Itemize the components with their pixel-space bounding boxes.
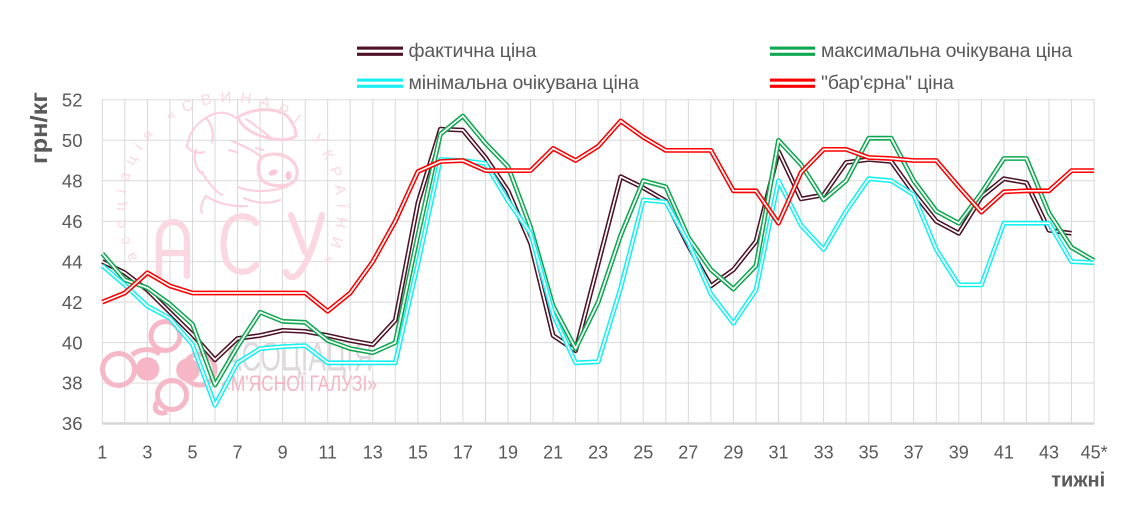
- svg-text:7: 7: [232, 443, 242, 463]
- svg-text:29: 29: [723, 443, 743, 463]
- svg-text:37: 37: [904, 443, 924, 463]
- svg-text:38: 38: [62, 373, 83, 394]
- svg-text:39: 39: [949, 443, 969, 463]
- svg-text:19: 19: [498, 443, 518, 463]
- svg-text:31: 31: [768, 443, 788, 463]
- svg-text:мінімальна очікувана ціна: мінімальна очікувана ціна: [409, 72, 640, 94]
- svg-text:9: 9: [278, 443, 288, 463]
- svg-text:фактична ціна: фактична ціна: [409, 40, 537, 62]
- svg-text:грн/кг: грн/кг: [26, 92, 52, 164]
- svg-text:52: 52: [62, 90, 83, 111]
- svg-text:15: 15: [408, 443, 428, 463]
- svg-text:43: 43: [1039, 443, 1059, 463]
- svg-text:17: 17: [453, 443, 473, 463]
- svg-text:44: 44: [62, 251, 83, 272]
- svg-text:3: 3: [142, 443, 152, 463]
- svg-text:42: 42: [62, 292, 83, 313]
- svg-text:13: 13: [363, 443, 383, 463]
- svg-text:23: 23: [588, 443, 608, 463]
- svg-text:35: 35: [859, 443, 879, 463]
- svg-text:45*: 45*: [1081, 443, 1108, 463]
- svg-text:«М'ЯСНОЇ ГАЛУЗІ»: «М'ЯСНОЇ ГАЛУЗІ»: [221, 371, 377, 396]
- svg-text:40: 40: [62, 332, 83, 353]
- svg-text:11: 11: [318, 443, 337, 463]
- svg-text:33: 33: [814, 443, 834, 463]
- svg-text:25: 25: [633, 443, 653, 463]
- svg-text:50: 50: [62, 130, 83, 151]
- svg-text:46: 46: [62, 211, 83, 232]
- svg-text:41: 41: [994, 443, 1014, 463]
- svg-text:5: 5: [187, 443, 197, 463]
- svg-text:максимальна очікувана ціна: максимальна очікувана ціна: [821, 40, 1072, 62]
- svg-text:36: 36: [62, 413, 83, 434]
- svg-text:48: 48: [62, 170, 83, 191]
- svg-text:"бар'єрна" ціна: "бар'єрна" ціна: [821, 72, 954, 94]
- svg-text:21: 21: [543, 443, 563, 463]
- svg-text:тижні: тижні: [1051, 470, 1105, 492]
- svg-text:1: 1: [97, 443, 107, 463]
- svg-text:27: 27: [678, 443, 698, 463]
